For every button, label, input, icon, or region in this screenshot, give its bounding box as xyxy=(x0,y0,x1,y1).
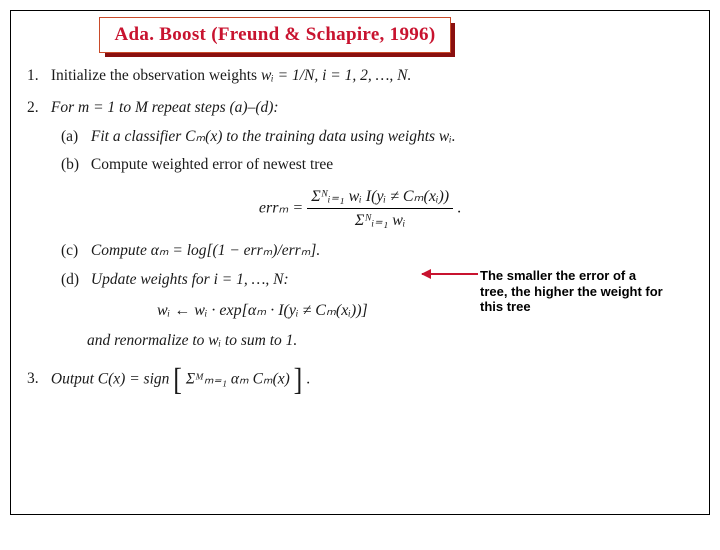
err-lhs: errₘ = xyxy=(259,199,303,216)
err-fraction: Σᴺᵢ₌₁ wᵢ I(yᵢ ≠ Cₘ(xᵢ)) Σᴺᵢ₌₁ wᵢ xyxy=(307,185,453,232)
title-container: Ada. Boost (Freund & Schapire, 1996) xyxy=(99,17,451,53)
bracket-left-icon: [ xyxy=(173,357,182,402)
err-tail: . xyxy=(457,199,461,216)
annot-line1: The smaller the error of a xyxy=(480,268,636,283)
annot-line3: this tree xyxy=(480,299,531,314)
step-2-text: For m = 1 to M repeat steps (a)–(d): xyxy=(51,99,279,116)
renorm-text: and renormalize to wᵢ to sum to 1. xyxy=(87,332,297,349)
step-2a-letter: (a) xyxy=(61,126,87,148)
step-2c-letter: (c) xyxy=(61,240,87,262)
step-1-text: Initialize the observation weights xyxy=(51,67,261,84)
step-2b-letter: (b) xyxy=(61,154,87,176)
annotation-text: The smaller the error of a tree, the hig… xyxy=(480,268,704,315)
bracket-right-icon: ] xyxy=(294,357,303,402)
step-1-num: 1. xyxy=(27,65,47,87)
renormalize: and renormalize to wᵢ to sum to 1. xyxy=(87,330,693,352)
algorithm-body: 1. Initialize the observation weights wᵢ… xyxy=(27,65,693,405)
step-3-text: Output C(x) = sign xyxy=(51,370,170,387)
step-2: 2. For m = 1 to M repeat steps (a)–(d): xyxy=(27,97,693,119)
step-2d-text: Update weights for i = 1, …, N: xyxy=(91,271,289,288)
slide-frame: Ada. Boost (Freund & Schapire, 1996) 1. … xyxy=(10,10,710,515)
step-1: 1. Initialize the observation weights wᵢ… xyxy=(27,65,693,87)
error-formula: errₘ = Σᴺᵢ₌₁ wᵢ I(yᵢ ≠ Cₘ(xᵢ)) Σᴺᵢ₌₁ wᵢ … xyxy=(27,185,693,232)
step-2c: (c) Compute αₘ = log[(1 − errₘ)/errₘ]. xyxy=(61,240,693,262)
update-math: wᵢ ← wᵢ · exp[αₘ · I(yᵢ ≠ Cₘ(xᵢ))] xyxy=(157,302,368,319)
step-1-math: wᵢ = 1/N, i = 1, 2, …, N. xyxy=(261,67,411,84)
err-denominator: Σᴺᵢ₌₁ wᵢ xyxy=(307,209,453,232)
step-2d-letter: (d) xyxy=(61,269,87,291)
title-text: Ada. Boost (Freund & Schapire, 1996) xyxy=(115,24,436,46)
step-2a-text: Fit a classifier Cₘ(x) to the training d… xyxy=(91,128,456,145)
annotation-arrow-icon xyxy=(422,273,478,275)
title-box: Ada. Boost (Freund & Schapire, 1996) xyxy=(99,17,451,53)
step-3-num: 3. xyxy=(27,368,47,390)
step-2b: (b) Compute weighted error of newest tre… xyxy=(61,154,693,176)
step-2-num: 2. xyxy=(27,97,47,119)
err-numerator: Σᴺᵢ₌₁ wᵢ I(yᵢ ≠ Cₘ(xᵢ)) xyxy=(307,185,453,209)
step-3: 3. Output C(x) = sign [ Σᴹₘ₌₁ αₘ Cₘ(x) ]… xyxy=(27,361,693,399)
step-2c-text: Compute αₘ = log[(1 − errₘ)/errₘ]. xyxy=(91,242,320,259)
step-2a: (a) Fit a classifier Cₘ(x) to the traini… xyxy=(61,126,693,148)
annot-line2: tree, the higher the weight for xyxy=(480,284,663,299)
step-3-sum: Σᴹₘ₌₁ αₘ Cₘ(x) xyxy=(186,370,290,387)
step-2b-text: Compute weighted error of newest tree xyxy=(91,156,333,173)
step-3-tail: . xyxy=(306,370,310,387)
